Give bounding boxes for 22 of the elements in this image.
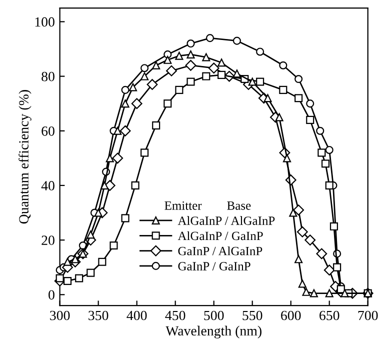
y-tick-label: 60 [42, 126, 54, 136]
y-tick-label: 20 [42, 236, 54, 245]
y-axis-title: Quantum efficiency (%) [18, 90, 32, 224]
x-tick-label: 600 [281, 310, 301, 320]
y-tick-label: 80 [42, 72, 54, 82]
y-tick-label: 40 [41, 181, 54, 190]
y-tick-label: 0 [48, 290, 54, 300]
x-tick-label: 500 [204, 310, 224, 320]
x-tick-label: 300 [50, 310, 70, 320]
legend-label: AlGaInP / AlGaInP [178, 216, 275, 225]
legend-label: GaInP / AlGaInP [178, 246, 262, 256]
x-tick-label: 350 [88, 310, 108, 320]
x-tick-label: 400 [126, 310, 147, 320]
y-tick-label: 100 [35, 17, 54, 27]
legend-title: Emitter Base [164, 201, 251, 210]
legend-label: GaInP / GaInP [178, 262, 250, 270]
legend-label: AlGaInP / GaInP [178, 231, 263, 240]
x-tick-label: 650 [320, 310, 340, 320]
x-tick-label: 450 [165, 310, 186, 320]
x-tick-label: 700 [358, 310, 378, 320]
x-tick-label: 550 [242, 310, 262, 320]
x-axis-title: Wavelength (nm) [166, 326, 262, 338]
